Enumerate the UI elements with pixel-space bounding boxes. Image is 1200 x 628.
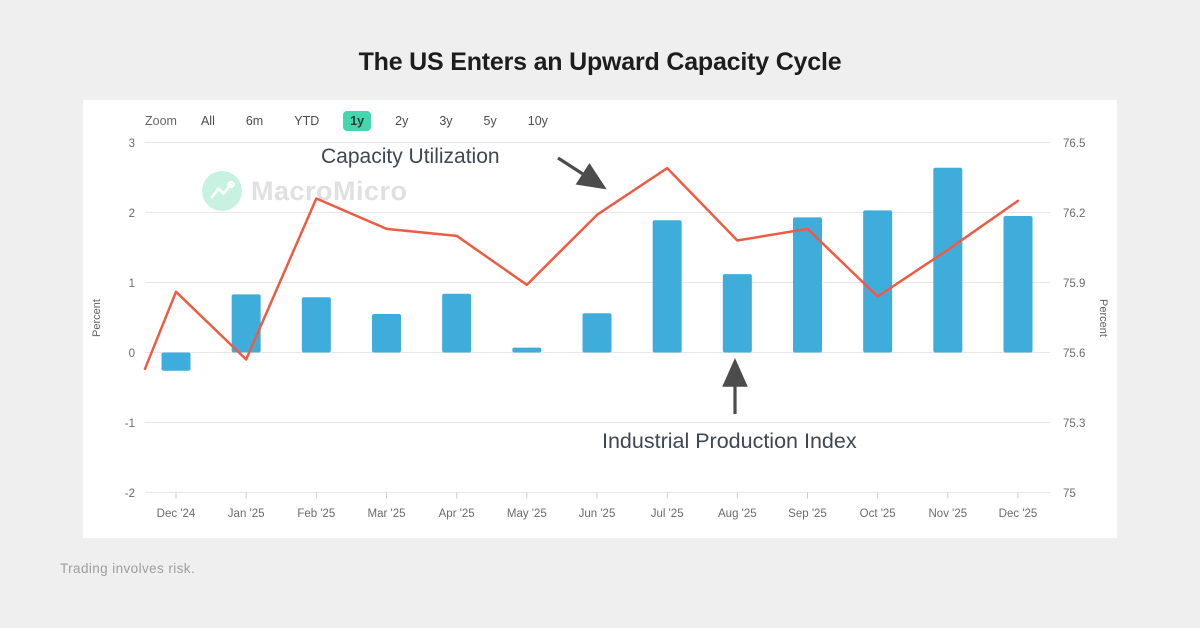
left-axis-tick-label: 1 <box>129 278 135 290</box>
x-axis-label: May '25 <box>507 508 547 520</box>
x-axis-label: Dec '24 <box>157 508 196 520</box>
bar-apr25 <box>442 293 472 353</box>
right-axis-tick-label: 76.5 <box>1063 138 1085 150</box>
x-axis-label: Aug '25 <box>718 508 757 520</box>
page-title: The US Enters an Upward Capacity Cycle <box>358 48 842 76</box>
x-axis-label: Mar '25 <box>368 508 406 520</box>
range-button-10y[interactable]: 10y <box>527 114 548 128</box>
x-axis-label: Apr '25 <box>439 508 475 520</box>
bar-dec25 <box>1003 216 1033 353</box>
chart-range-toolbar: Zoom All 6m YTD 1y 2y 3y 5y 10y <box>145 108 555 134</box>
bar-feb25 <box>301 297 331 353</box>
right-axis-title: Percent <box>1097 299 1109 337</box>
bar-jun25 <box>582 313 612 353</box>
disclaimer-text: Trading involves risk. <box>60 561 196 576</box>
bar-oct25 <box>863 210 893 353</box>
x-axis-label: Dec '25 <box>999 508 1038 520</box>
range-button-all[interactable]: All <box>200 114 215 128</box>
annotation-capacity-utilization: Capacity Utilization <box>321 145 500 168</box>
bar-jul25 <box>652 220 682 353</box>
bar-nov25 <box>933 167 963 353</box>
x-axis-label: Nov '25 <box>929 508 968 520</box>
right-axis-tick-label: 76.2 <box>1063 208 1085 220</box>
x-axis-label: Jul '25 <box>651 508 684 520</box>
x-axis-label: Oct '25 <box>860 508 896 520</box>
x-axis-label: Jan '25 <box>228 508 265 520</box>
chart-panel: Zoom All 6m YTD 1y 2y 3y 5y 10y MacroMicro 3 76.… <box>83 100 1117 538</box>
range-button-3y[interactable]: 3y <box>439 114 453 128</box>
right-axis-tick-label: 75.3 <box>1063 418 1085 430</box>
annotation-industrial-production-index: Industrial Production Index <box>602 429 857 453</box>
left-axis-tick-label: 0 <box>129 348 135 360</box>
bar-may25 <box>512 347 542 353</box>
range-button-5y[interactable]: 5y <box>483 114 497 128</box>
x-axis-label: Feb '25 <box>297 508 335 520</box>
left-axis-tick-label: -2 <box>125 488 135 500</box>
bar-mar25 <box>372 314 402 353</box>
range-button-1y[interactable]: 1y <box>343 111 372 131</box>
macromicro-logo-icon <box>202 171 242 211</box>
chart-plot-area: 3 76.5 2 76.2 1 75.9 0 75.6 -1 75.3 -2 75 Percent Per… <box>91 138 1109 520</box>
range-button-ytd[interactable]: YTD <box>294 114 320 128</box>
right-axis-tick-label: 75.9 <box>1063 278 1085 290</box>
range-button-2y[interactable]: 2y <box>395 114 409 128</box>
capacity-utilization-line <box>143 166 1020 371</box>
right-axis-tick-label: 75.6 <box>1063 348 1085 360</box>
bar-aug25 <box>722 274 752 353</box>
watermark-text: MacroMicro <box>251 175 408 206</box>
range-button-6m[interactable]: 6m <box>245 114 264 128</box>
zoom-label: Zoom <box>145 114 177 128</box>
left-axis-tick-label: 2 <box>129 208 135 220</box>
bar-dec24 <box>161 352 191 371</box>
arrow-to-line-icon <box>557 156 607 190</box>
x-axis-label: Jun '25 <box>579 508 616 520</box>
macromicro-watermark: MacroMicro <box>202 171 408 211</box>
left-axis-title: Percent <box>91 299 103 337</box>
bar-jan25 <box>231 294 261 353</box>
left-axis-tick-label: -1 <box>125 418 135 430</box>
right-axis-tick-label: 75 <box>1063 488 1076 500</box>
bar-sep25 <box>793 217 823 353</box>
x-axis-label: Sep '25 <box>788 508 827 520</box>
left-axis-tick-label: 3 <box>129 138 135 150</box>
